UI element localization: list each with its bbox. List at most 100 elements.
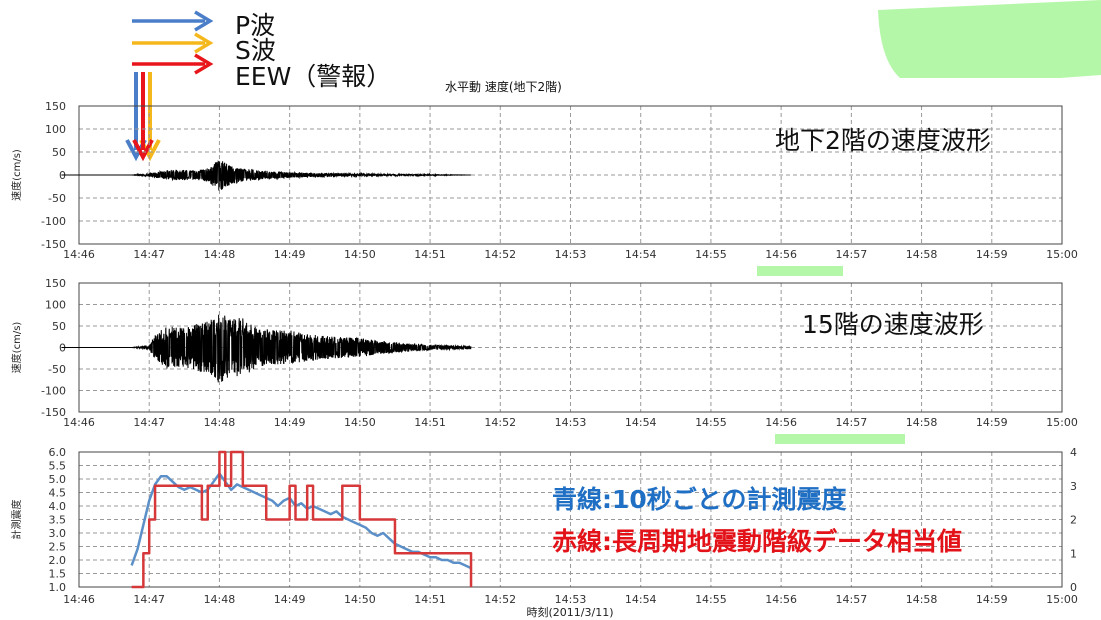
- x-tick-label: 14:52: [484, 248, 516, 261]
- x-tick-label: 14:56: [765, 416, 797, 429]
- x-tick-label: 14:54: [625, 593, 657, 606]
- y-tick-label: 100: [45, 299, 66, 312]
- y-axis-title: 速度(cm/s): [10, 149, 23, 201]
- y-tick-label: 4.0: [49, 500, 67, 513]
- x-tick-label: 14:58: [906, 416, 938, 429]
- x-tick-label: 15:00: [1046, 416, 1078, 429]
- x-tick-label: 14:57: [836, 593, 868, 606]
- y-tick-label: -150: [41, 406, 66, 419]
- y-tick-label: 150: [45, 277, 66, 290]
- x-tick-label: 14:54: [625, 416, 657, 429]
- x-tick-label: 14:52: [484, 593, 516, 606]
- long-period-class-line: [131, 450, 473, 589]
- eew-arrowhead: [194, 53, 214, 75]
- x-tick-label: 14:46: [63, 248, 95, 261]
- x-tick-label: 14:48: [204, 248, 236, 261]
- y-tick-label: -100: [41, 385, 66, 398]
- x-tick-label: 14:47: [133, 416, 165, 429]
- y-tick-label: 6.0: [49, 446, 67, 459]
- y-tick-label: -50: [48, 363, 66, 376]
- x-tick-label: 14:49: [274, 248, 306, 261]
- y-axis-title: 速度(cm/s): [10, 322, 23, 374]
- chart-panels: 14:46 14:47 14:48 14:49 14:50 14:51 14:52 14:53…: [10, 79, 1078, 619]
- x-axis-title: 時刻(2011/3/11): [527, 605, 614, 619]
- panel-annotation: 15階の速度波形: [802, 310, 984, 339]
- y-tick-label: 1.5: [49, 568, 67, 581]
- y2-tick-label: 2: [1070, 514, 1077, 527]
- s-wave-arrowhead: [194, 32, 214, 54]
- x-tick-label: 14:46: [63, 593, 95, 606]
- x-tick-label: 14:58: [906, 248, 938, 261]
- x-tick-label: 14:55: [695, 593, 727, 606]
- y-tick-label: 100: [45, 123, 66, 136]
- x-tick-label: 14:48: [204, 593, 236, 606]
- decor-green-shape-top: [878, 0, 1101, 78]
- y-tick-label: 50: [52, 320, 66, 333]
- x-tick-label: 14:54: [625, 248, 657, 261]
- y-tick-label: 2.0: [49, 554, 67, 567]
- s-wave-label: S波: [235, 36, 276, 65]
- chart-panel-2: 14:46 14:47 14:48 14:49 14:50 14:51 14:52 14:53…: [10, 277, 1078, 429]
- y2-tick-label: 3: [1070, 480, 1077, 493]
- p-wave-label: P波: [235, 11, 275, 40]
- x-tick-label: 14:59: [976, 248, 1008, 261]
- y-tick-label: 150: [45, 100, 66, 113]
- y2-tick-label: 4: [1070, 446, 1077, 459]
- x-tick-label: 14:50: [344, 248, 376, 261]
- y-tick-label: 1.0: [49, 581, 67, 594]
- decor-green-bar-mid: [757, 266, 843, 276]
- background-decor: [757, 0, 1101, 444]
- y-tick-label: 50: [52, 146, 66, 159]
- x-tick-label: 14:59: [976, 416, 1008, 429]
- x-tick-label: 14:53: [555, 416, 587, 429]
- x-tick-label: 14:56: [765, 593, 797, 606]
- eew-arrival-head: [132, 139, 154, 162]
- y-tick-label: -150: [41, 238, 66, 251]
- x-tick-label: 14:53: [555, 248, 587, 261]
- seismic-intensity-line: [130, 472, 472, 570]
- p-wave-arrowhead: [194, 10, 214, 32]
- x-tick-label: 14:57: [836, 248, 868, 261]
- x-tick-label: 14:55: [695, 416, 727, 429]
- red-line-note: 赤線:長周期地震動階級データ相当値: [552, 527, 962, 556]
- y2-tick-label: 1: [1070, 547, 1077, 560]
- x-tick-label: 14:50: [344, 416, 376, 429]
- x-tick-label: 14:57: [836, 416, 868, 429]
- x-tick-label: 14:51: [414, 248, 446, 261]
- velocity-waveform: [61, 160, 471, 191]
- chart-panel-3: 14:46 14:47 14:48 14:49 14:50 14:51 14:52 14:53…: [10, 446, 1078, 619]
- x-tick-label: 14:59: [976, 593, 1008, 606]
- x-tick-label: 14:58: [906, 593, 938, 606]
- x-tick-label: 14:53: [555, 593, 587, 606]
- y-tick-label: 2.5: [49, 541, 67, 554]
- y-tick-label: 4.5: [49, 487, 67, 500]
- eew-label: EEW（警報）: [235, 62, 391, 91]
- velocity-waveform: [61, 314, 472, 383]
- x-tick-label: 15:00: [1046, 593, 1078, 606]
- y2-tick-label: 0: [1070, 581, 1077, 594]
- wave-legend: P波 S波 EEW（警報）: [125, 10, 391, 162]
- x-tick-label: 14:48: [204, 416, 236, 429]
- y-tick-label: 5.0: [49, 473, 67, 486]
- x-tick-label: 14:49: [274, 416, 306, 429]
- x-tick-label: 14:46: [63, 416, 95, 429]
- y-tick-label: -100: [41, 215, 66, 228]
- x-tick-label: 14:47: [133, 248, 165, 261]
- chart-title: 水平動 速度(地下2階): [445, 79, 562, 94]
- x-tick-label: 14:51: [414, 593, 446, 606]
- x-tick-label: 14:49: [274, 593, 306, 606]
- panel-annotation: 地下2階の速度波形: [775, 126, 991, 155]
- y-axis-title: 計測震度: [10, 500, 23, 540]
- x-tick-label: 14:52: [484, 416, 516, 429]
- x-tick-label: 14:56: [765, 248, 797, 261]
- blue-line-note: 青線:10秒ごとの計測震度: [552, 485, 847, 514]
- y-tick-label: 5.5: [49, 460, 67, 473]
- chart-panel-1: 14:46 14:47 14:48 14:49 14:50 14:51 14:52 14:53…: [10, 79, 1078, 261]
- x-tick-label: 14:51: [414, 416, 446, 429]
- y-tick-label: 3.5: [49, 514, 67, 527]
- x-tick-label: 14:55: [695, 248, 727, 261]
- y-tick-label: 3.0: [49, 527, 67, 540]
- plot-area: [78, 451, 1063, 588]
- y-tick-label: -50: [48, 192, 66, 205]
